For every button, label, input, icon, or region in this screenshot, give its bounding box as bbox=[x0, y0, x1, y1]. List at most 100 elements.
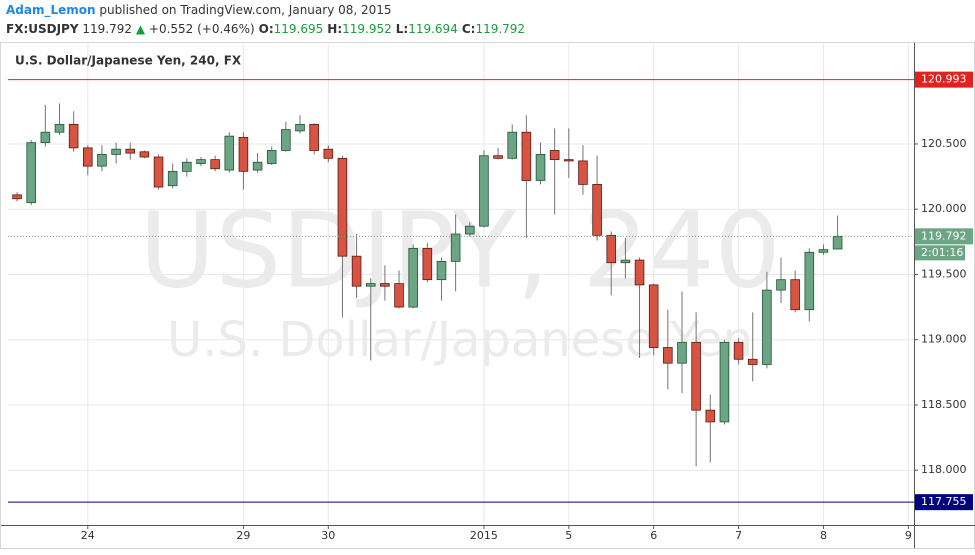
candle-body bbox=[648, 284, 659, 348]
x-tick-label: 24 bbox=[81, 529, 95, 542]
candle-body bbox=[295, 123, 305, 132]
candle-body bbox=[422, 247, 433, 281]
candle-body bbox=[705, 409, 716, 423]
x-tick-label: 9 bbox=[905, 529, 912, 542]
ohlc-label: L: bbox=[395, 22, 409, 36]
candle-body bbox=[564, 159, 574, 162]
x-tick-label: 2015 bbox=[470, 529, 498, 542]
candle-body bbox=[521, 131, 532, 181]
candle-body bbox=[380, 283, 390, 287]
candle-body bbox=[450, 233, 461, 262]
candle-body bbox=[733, 341, 744, 360]
candle-body bbox=[790, 279, 800, 311]
candle-body bbox=[26, 142, 36, 204]
candle-body bbox=[691, 341, 701, 411]
candle-body bbox=[634, 259, 645, 286]
ohlc-label: O: bbox=[258, 22, 274, 36]
candle-body bbox=[281, 129, 291, 151]
candle-body bbox=[337, 157, 348, 257]
candle-body bbox=[535, 153, 546, 181]
candle-body bbox=[309, 123, 319, 151]
y-tick-label: 119.500 bbox=[921, 267, 967, 280]
candle-body bbox=[479, 155, 489, 227]
countdown: 2:01:16 bbox=[921, 246, 963, 259]
change-arrow: ▲ bbox=[135, 22, 146, 36]
candle-body bbox=[507, 131, 517, 159]
ohlc-label: C: bbox=[461, 22, 476, 36]
candle-body bbox=[153, 156, 164, 188]
candle-body bbox=[238, 137, 249, 172]
candle-body bbox=[111, 148, 121, 155]
candle-body bbox=[97, 153, 107, 167]
candle-body bbox=[549, 150, 560, 161]
ohlc-value: 119.695 bbox=[273, 22, 324, 36]
candle-body bbox=[804, 251, 815, 311]
candle-body bbox=[323, 148, 334, 159]
y-tick-label: 118.000 bbox=[921, 463, 967, 476]
countdown-bg bbox=[915, 245, 965, 261]
candle-body bbox=[663, 347, 673, 364]
change: +0.552 (+0.46%) bbox=[148, 22, 255, 36]
last-price-bg bbox=[915, 228, 973, 245]
y-tick-label: 118.500 bbox=[921, 398, 967, 411]
candle-body bbox=[351, 255, 362, 287]
candle-body bbox=[677, 341, 687, 364]
candle-body bbox=[592, 184, 602, 236]
candle-body bbox=[196, 159, 206, 164]
candle-body bbox=[68, 123, 79, 149]
candle-body bbox=[719, 341, 730, 423]
y-tick-label: 120.500 bbox=[921, 137, 967, 150]
candle-body bbox=[139, 151, 150, 158]
x-tick-label: 30 bbox=[321, 529, 335, 542]
candle-body bbox=[83, 147, 93, 167]
x-tick-label: 29 bbox=[236, 529, 250, 542]
publish-line: Adam_Lemon published on TradingView.com,… bbox=[6, 3, 392, 17]
candle-body bbox=[252, 161, 263, 171]
candle-body bbox=[224, 135, 235, 171]
candle-body bbox=[54, 123, 65, 133]
candle-body bbox=[365, 283, 376, 287]
ohlc-value: 119.952 bbox=[342, 22, 392, 36]
candle-body bbox=[818, 249, 829, 253]
ohlc: O:119.695 H:119.952 L:119.694 C:119.792 bbox=[255, 22, 525, 36]
candle-body bbox=[493, 155, 503, 159]
candle-body bbox=[125, 148, 136, 154]
ohlc-value: 119.694 bbox=[408, 22, 458, 36]
price-label: 120.993 bbox=[921, 73, 967, 86]
y-tick-label: 119.000 bbox=[921, 333, 967, 346]
chart-title: U.S. Dollar/Japanese Yen, 240, FX bbox=[15, 54, 242, 68]
candle-body bbox=[182, 161, 192, 172]
candle-body bbox=[762, 289, 772, 365]
candle-body bbox=[578, 160, 588, 185]
x-tick-label: 5 bbox=[565, 529, 572, 542]
candle-body bbox=[620, 259, 631, 264]
candle-body bbox=[464, 225, 475, 235]
candle-body bbox=[606, 234, 617, 264]
author[interactable]: Adam_Lemon bbox=[6, 3, 96, 17]
candle-body bbox=[266, 150, 277, 164]
x-tick-label: 6 bbox=[650, 529, 657, 542]
x-tick-label: 7 bbox=[735, 529, 742, 542]
candle-body bbox=[436, 261, 447, 281]
last: 119.792 bbox=[82, 22, 132, 36]
candle-body bbox=[832, 235, 843, 250]
published: published on TradingView.com, January 08… bbox=[99, 3, 392, 17]
x-tick-label: 8 bbox=[820, 529, 827, 542]
candle-body bbox=[167, 170, 178, 187]
last-price-label: 119.792 bbox=[921, 229, 967, 242]
candle-body bbox=[408, 247, 418, 308]
price-label-bg bbox=[915, 71, 973, 88]
y-tick-label: 120.000 bbox=[921, 202, 967, 215]
ohlc-value: 119.792 bbox=[475, 22, 526, 36]
symbol: FX:USDJPY bbox=[6, 22, 79, 36]
price-label: 117.755 bbox=[921, 495, 967, 508]
ohlc-label: H: bbox=[327, 22, 343, 36]
candle-body bbox=[394, 283, 404, 308]
candle-body bbox=[776, 279, 786, 291]
candle-body bbox=[12, 194, 22, 200]
candle-body bbox=[210, 159, 220, 170]
quote-line: FX:USDJPY 119.792 ▲ +0.552 (+0.46%) O:119… bbox=[6, 22, 525, 36]
candle-body bbox=[747, 358, 758, 365]
